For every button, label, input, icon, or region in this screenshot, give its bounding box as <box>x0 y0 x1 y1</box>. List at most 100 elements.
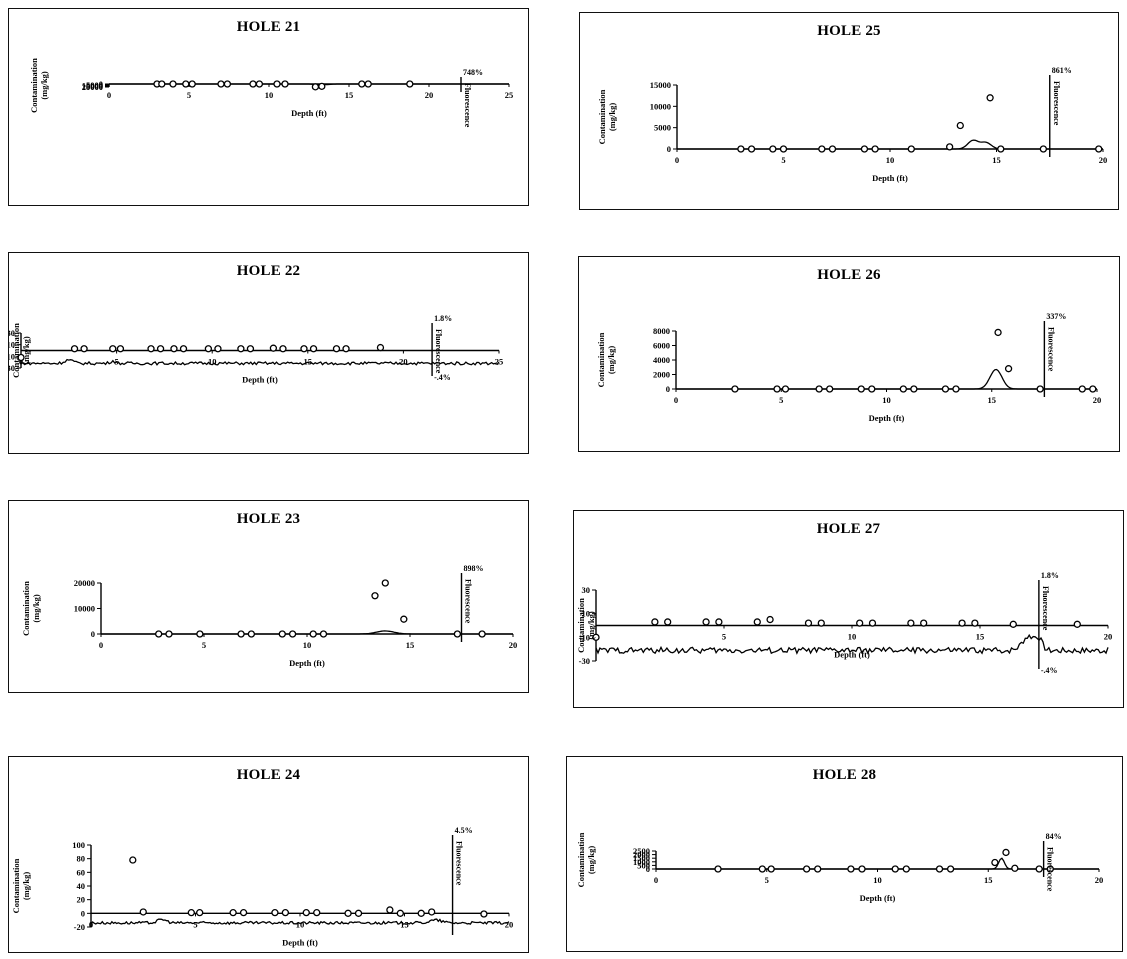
data-point <box>214 345 222 353</box>
y-tick-label: 1500 <box>633 853 650 863</box>
data-point <box>480 910 488 918</box>
data-point <box>1089 385 1097 393</box>
y-axis-title: Contamination <box>576 598 586 653</box>
y-tick-label: 500 <box>637 860 650 870</box>
data-point <box>217 80 225 88</box>
data-point <box>857 385 865 393</box>
chart-title: HOLE 27 <box>816 521 881 537</box>
data-point <box>769 145 777 153</box>
data-point <box>271 908 279 917</box>
data-point <box>342 345 350 353</box>
y-tick-label: 15000 <box>650 80 671 90</box>
y-tick-label: 60 <box>77 867 86 877</box>
data-point <box>179 345 188 353</box>
x-tick-label: 5 <box>202 640 206 650</box>
y-tick-label: 5000 <box>654 123 671 133</box>
data-point <box>109 345 117 353</box>
chart-panel-hole-21: HOLE 21 20000 15000 10000 5000 0 0 5 10 15 20 25 74… <box>8 8 529 206</box>
y-axis-title-units: (mg/kg) <box>606 346 616 375</box>
x-tick-label: 10 <box>265 90 274 100</box>
data-point <box>364 80 372 88</box>
data-point <box>758 865 766 873</box>
fluorescence-axis-label: Fluorescence <box>464 579 473 624</box>
x-tick-label: 20 <box>1095 875 1104 885</box>
data-point <box>80 345 88 353</box>
data-point <box>313 908 321 917</box>
y-tick-label: 20000 <box>74 578 95 588</box>
chart-title: HOLE 22 <box>236 263 301 279</box>
data-point <box>952 385 960 393</box>
x-axis-title: Depth (ft) <box>869 413 905 423</box>
fluorescence-max-label: 4.5% <box>455 826 473 835</box>
y-tick-label: 0 <box>81 908 85 918</box>
data-point <box>899 385 907 393</box>
data-point <box>1095 145 1103 153</box>
fluorescence-max-label: 1.8% <box>1041 571 1059 580</box>
data-point <box>907 619 915 627</box>
data-point <box>318 82 326 91</box>
data-point <box>815 385 823 393</box>
data-point <box>396 909 404 917</box>
chart-title: HOLE 26 <box>817 267 881 283</box>
y-tick-label: 15000 <box>82 81 103 91</box>
fluorescence-axis-label: Fluorescence <box>455 841 464 886</box>
x-tick-label: 15 <box>988 395 997 405</box>
data-point <box>766 615 774 624</box>
data-point <box>817 619 825 627</box>
y-axis-title: Contamination <box>29 58 39 113</box>
data-point <box>1039 145 1048 153</box>
x-axis-title: Depth (ft) <box>872 173 908 183</box>
fluorescence-max-label: 84% <box>1046 832 1062 841</box>
data-point <box>1011 864 1019 872</box>
data-point <box>279 345 287 353</box>
data-point <box>358 80 366 88</box>
y-tick-label: 0 <box>666 384 670 394</box>
data-point <box>400 615 408 623</box>
x-axis-title: Depth (ft) <box>282 937 318 947</box>
fluorescence-axis-label: Fluorescence <box>1052 81 1061 126</box>
y-tick-label: -30 <box>9 363 15 373</box>
data-point <box>945 143 954 151</box>
data-point <box>1004 365 1013 373</box>
data-point <box>779 145 788 153</box>
data-point <box>935 865 944 873</box>
fluorescence-trace <box>656 857 1099 870</box>
data-point <box>281 908 290 917</box>
data-point <box>818 145 826 153</box>
x-tick-label: 5 <box>765 875 769 885</box>
y-tick-label: -10 <box>9 351 15 361</box>
fluorescence-axis-label: Fluorescence <box>1046 327 1055 372</box>
data-point <box>828 145 837 153</box>
x-tick-label: 10 <box>882 395 891 405</box>
y-tick-label: 10 <box>582 609 591 619</box>
data-point <box>651 618 659 626</box>
y-axis-title: Contamination <box>11 858 21 913</box>
fluorescence-axis-label: Fluorescence <box>463 83 472 128</box>
data-point <box>814 865 822 873</box>
y-tick-label: 30 <box>582 585 591 595</box>
fluorescence-axis-label: Fluorescence <box>1041 586 1050 631</box>
data-point <box>868 385 876 393</box>
y-tick-label: 0 <box>91 629 95 639</box>
data-point <box>381 579 389 587</box>
x-tick-label: 15 <box>976 632 985 642</box>
data-point <box>986 94 994 102</box>
data-point <box>169 80 177 88</box>
chart-plot: 3010-10-30051015201.8%-.4%FluorescenceCo… <box>576 571 1112 675</box>
chart-panel-hole-27: HOLE 27 3010-10-30051015201.8%-.4%Fluore… <box>573 510 1124 708</box>
fluorescence-min-label: -.4% <box>1041 666 1058 675</box>
data-point <box>188 80 196 88</box>
data-point <box>994 328 1002 337</box>
x-tick-label: 10 <box>886 155 895 165</box>
fluorescence-trace <box>109 83 509 86</box>
y-tick-label: 4000 <box>653 355 670 365</box>
chart-plot: 20000 10000 00 5 10 15 20 898% Fluorescence Conta… <box>21 564 517 668</box>
y-tick-label: 6000 <box>653 341 670 351</box>
x-tick-label: 10 <box>208 357 217 367</box>
data-point <box>371 592 379 600</box>
data-point <box>453 630 462 638</box>
fluorescence-max-label: 748% <box>463 68 483 77</box>
data-point <box>376 343 385 352</box>
data-point <box>147 345 155 353</box>
